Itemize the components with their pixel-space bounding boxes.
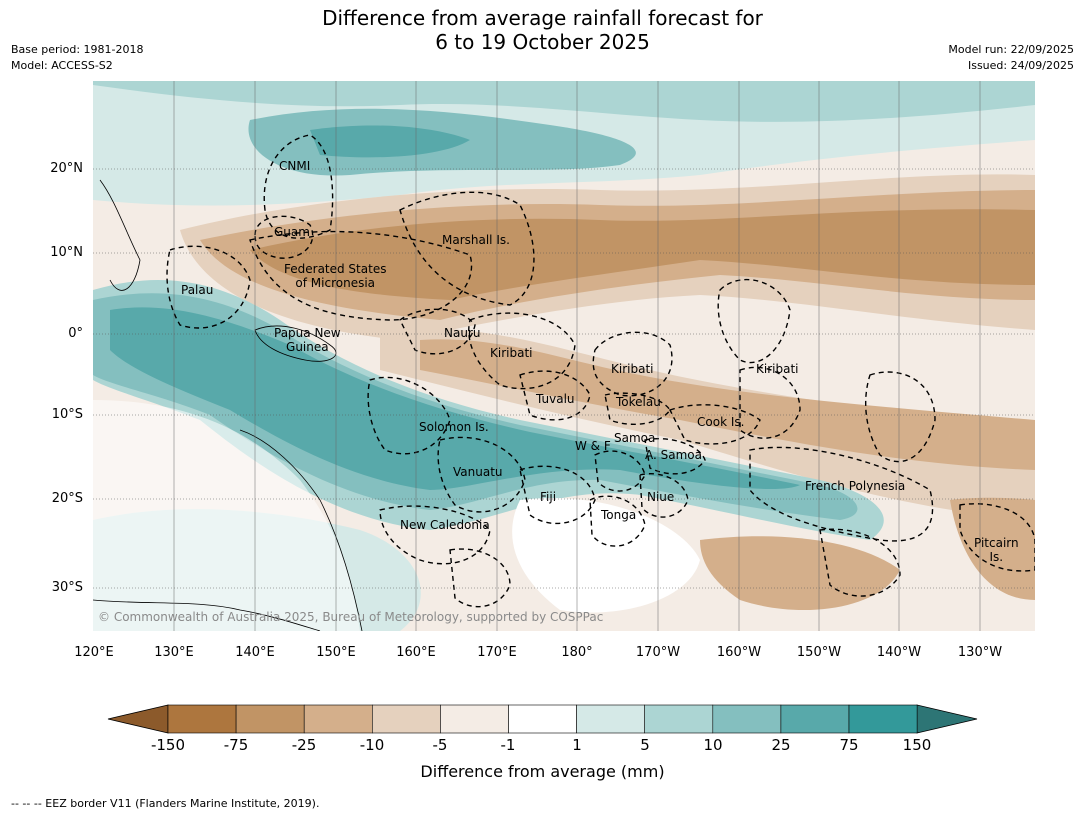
colorbar-swatch	[508, 704, 577, 734]
lat-label-30s: 30°S	[51, 580, 83, 595]
region-label-niue: Niue	[647, 490, 675, 504]
png-line-2: Guinea	[286, 340, 329, 354]
eez-borders	[166, 134, 1035, 608]
lon-label-160e: 160°E	[396, 645, 436, 660]
grid-lines	[93, 168, 1035, 589]
colorbar-swatch	[235, 704, 305, 734]
region-label-pitcairn: Pitcairn Is.	[974, 536, 1019, 564]
region-label-fiji: Fiji	[540, 490, 557, 504]
region-label-tonga: Tonga	[601, 508, 637, 522]
colorbar-tick: 150	[902, 736, 932, 754]
colorbar	[107, 704, 978, 734]
colorbar-swatch	[780, 704, 850, 734]
colorbar-tick: 10	[703, 736, 723, 754]
lon-label-150e: 150°E	[316, 645, 356, 660]
eez-legend-footer: -- -- -- EEZ border V11 (Flanders Marine…	[11, 797, 320, 810]
lon-label-130e: 130°E	[154, 645, 194, 660]
region-label-png: Papua New Guinea	[274, 326, 341, 354]
region-label-kiribati-west: Kiribati	[490, 346, 533, 360]
colorbar-swatch	[644, 704, 714, 734]
colorbar-tick: -10	[359, 736, 385, 754]
region-label-solomon-islands: Solomon Is.	[419, 420, 489, 434]
colorbar-tick: 1	[572, 736, 582, 754]
region-label-new-caledonia: New Caledonia	[400, 518, 490, 532]
lon-label-160w: 160°W	[716, 645, 762, 660]
meta-right: Model run: 22/09/2025 Issued: 24/09/2025	[948, 42, 1074, 74]
region-label-fsm: Federated States of Micronesia	[284, 262, 386, 290]
region-label-kiribati-central: Kiribati	[611, 362, 654, 376]
region-label-marshall-islands: Marshall Is.	[442, 233, 510, 247]
title-line-2: 6 to 19 October 2025	[435, 30, 650, 54]
region-label-vanuatu: Vanuatu	[453, 465, 503, 479]
region-label-nauru: Nauru	[444, 326, 481, 340]
base-period: Base period: 1981-2018	[11, 43, 144, 56]
meridian-lines	[173, 81, 981, 631]
lon-label-170w: 170°W	[635, 645, 681, 660]
region-label-french-polynesia: French Polynesia	[805, 479, 906, 493]
colorbar-swatch	[712, 704, 782, 734]
colorbar-swatch	[303, 704, 373, 734]
colorbar-tick: -25	[291, 736, 317, 754]
region-label-kiribati-east: Kiribati	[756, 362, 799, 376]
region-label-guam: Guam	[274, 225, 310, 239]
model-name: Model: ACCESS-S2	[11, 59, 113, 72]
lat-label-20n: 20°N	[50, 161, 83, 176]
fsm-line-1: Federated States	[284, 262, 387, 276]
lat-label-10s: 10°S	[51, 407, 83, 422]
region-label-samoa: Samoa	[614, 431, 656, 445]
colorbar-tick: 5	[640, 736, 650, 754]
lat-label-10n: 10°N	[50, 245, 83, 260]
lon-label-150w: 150°W	[796, 645, 842, 660]
colorbar-swatch	[440, 704, 509, 734]
map-title: Difference from average rainfall forecas…	[0, 6, 1085, 54]
model-run: Model run: 22/09/2025	[948, 43, 1074, 56]
png-line-1: Papua New	[274, 326, 341, 340]
colorbar-tick: -5	[432, 736, 448, 754]
colorbar-tick: -1	[500, 736, 516, 754]
colorbar-swatch	[371, 704, 441, 734]
map-field	[93, 81, 1035, 631]
lon-label-180: 180°	[561, 645, 593, 660]
region-label-cook-islands: Cook Is.	[697, 415, 745, 429]
lon-label-120e: 120°E	[74, 645, 114, 660]
lon-label-140e: 140°E	[235, 645, 275, 660]
meta-left: Base period: 1981-2018 Model: ACCESS-S2	[11, 42, 143, 74]
region-label-tuvalu: Tuvalu	[536, 392, 575, 406]
copyright-notice: © Commonwealth of Australia 2025, Bureau…	[98, 610, 604, 624]
colorbar-swatch	[167, 704, 237, 734]
colorbar-tick: -150	[150, 736, 186, 754]
colorbar-swatch	[576, 704, 645, 734]
lat-label-20s: 20°S	[51, 491, 83, 506]
lat-label-0: 0°	[68, 326, 83, 341]
colorbar-tick: 25	[771, 736, 791, 754]
lon-label-170e: 170°E	[477, 645, 517, 660]
colorbar-swatch	[848, 704, 918, 734]
region-label-american-samoa: A. Samoa	[645, 448, 702, 462]
lon-label-130w: 130°W	[957, 645, 1003, 660]
fsm-line-2: of Micronesia	[295, 276, 376, 290]
colorbar-tick: 75	[839, 736, 859, 754]
pitcairn-line-1: Pitcairn	[974, 536, 1019, 550]
region-label-palau: Palau	[181, 283, 214, 297]
pitcairn-line-2: Is.	[989, 550, 1004, 564]
colorbar-tick: -75	[223, 736, 249, 754]
title-line-1: Difference from average rainfall forecas…	[322, 6, 763, 30]
issued-date: Issued: 24/09/2025	[967, 59, 1074, 72]
region-label-tokelau: Tokelau	[616, 395, 661, 409]
region-label-wallis-futuna: W & F	[575, 439, 611, 453]
lon-label-140w: 140°W	[876, 645, 922, 660]
region-label-cnmi: CNMI	[279, 159, 311, 173]
colorbar-title: Difference from average (mm)	[420, 762, 665, 781]
